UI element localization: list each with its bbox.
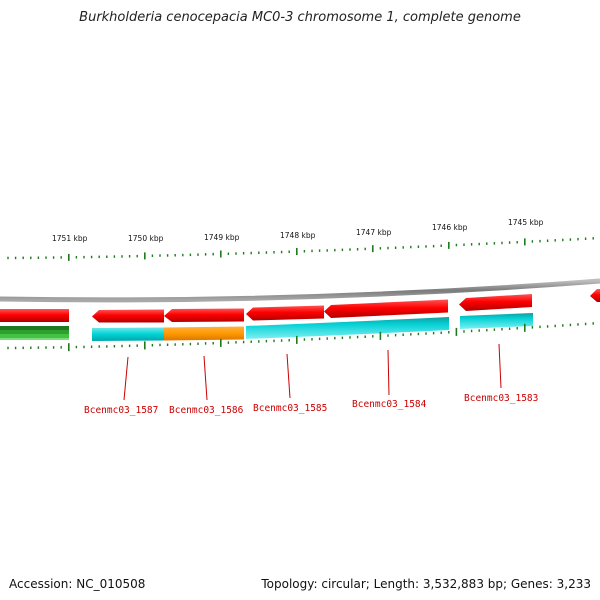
leader-1586 [203,355,208,401]
scale-label-1746: 1746 kbp [432,223,468,232]
cds-arrow-1586[interactable] [164,308,244,323]
gc-band-2 [0,330,69,334]
gc-band-1 [0,326,69,330]
feature-segment-1585-1584[interactable] [246,317,449,339]
accession-label: Accession: NC_010508 [9,577,146,591]
scale-label-1747: 1747 kbp [356,228,392,237]
cds-track [92,289,600,323]
label-leaders [123,343,502,401]
cds-arrow-1584[interactable] [324,299,448,319]
feature-track [92,313,533,341]
gene-label-1585[interactable]: Bcenmc03_1585 [253,403,327,414]
cds-arrow-1583[interactable] [459,294,532,311]
feature-segment-1586[interactable] [164,326,244,341]
feature-segment-1583[interactable] [460,313,533,329]
scale-label-1748: 1748 kbp [280,231,316,240]
leader-1585 [286,353,291,399]
map-title: Burkholderia cenocepacia MC0-3 chromosom… [79,10,521,25]
gene-label-1584[interactable]: Bcenmc03_1584 [352,399,427,410]
leader-1584 [387,349,390,396]
gene-labels: Bcenmc03_1587 Bcenmc03_1586 Bcenmc03_158… [84,393,538,416]
scale-label-1745: 1745 kbp [508,218,544,227]
scale-label-1751: 1751 kbp [52,234,88,243]
scale-label-1750: 1750 kbp [128,234,164,243]
scale-ring: 1751 kbp 1750 kbp 1749 kbp 1748 kbp 1747… [7,218,594,261]
gene-label-1583[interactable]: Bcenmc03_1583 [464,393,538,404]
cds-arrow-1585[interactable] [246,305,324,321]
gc-band-3 [0,334,69,338]
feature-segment-1587[interactable] [92,327,164,342]
genome-summary: Topology: circular; Length: 3,532,883 bp… [261,577,591,591]
leader-1583 [498,343,502,389]
partial-cds-left [0,309,69,322]
cds-arrow-1587[interactable] [92,309,164,323]
left-partial-tracks [0,309,69,340]
scale-label-1749: 1749 kbp [204,233,240,242]
leader-1587 [123,356,129,401]
backbone-arc [0,278,600,303]
gene-label-1586[interactable]: Bcenmc03_1586 [169,405,244,416]
gene-label-1587[interactable]: Bcenmc03_1587 [84,405,158,416]
gc-band-4 [0,338,69,340]
cds-arrow-partial-right[interactable] [590,289,600,302]
inner-tick-ring [7,322,594,352]
